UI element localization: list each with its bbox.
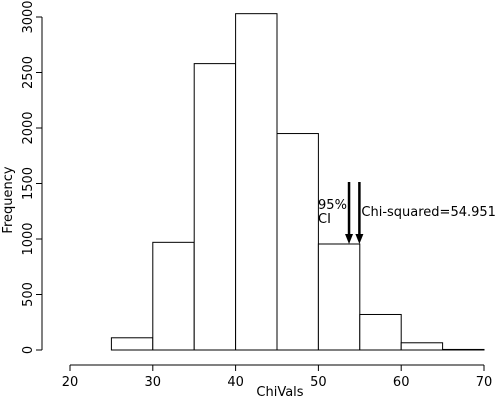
arrow-head bbox=[345, 234, 354, 244]
arrow-head bbox=[355, 234, 364, 244]
annotation-label: CI bbox=[318, 212, 331, 227]
x-tick-label: 70 bbox=[476, 375, 493, 390]
y-tick-label: 0 bbox=[21, 346, 36, 354]
bar bbox=[276, 133, 319, 351]
y-tick-label: 2000 bbox=[21, 111, 36, 144]
x-tick-label: 40 bbox=[227, 375, 244, 390]
x-tick-label: 60 bbox=[393, 375, 410, 390]
x-tick-label: 30 bbox=[145, 375, 162, 390]
bar bbox=[110, 337, 154, 351]
bar bbox=[152, 241, 195, 351]
bar bbox=[442, 348, 485, 351]
y-tick-label: 3000 bbox=[21, 0, 36, 33]
x-axis-label: ChiVals bbox=[256, 385, 303, 400]
y-tick-label: 500 bbox=[21, 282, 36, 307]
bar bbox=[359, 313, 402, 351]
arrow bbox=[355, 182, 364, 244]
annotation-label: Chi-squared=54.951 bbox=[361, 205, 496, 220]
bar bbox=[235, 13, 278, 351]
y-tick-label: 2500 bbox=[21, 56, 36, 89]
x-tick-label: 20 bbox=[62, 375, 79, 390]
bar bbox=[317, 243, 361, 351]
annotation-label: 95% bbox=[318, 198, 347, 213]
x-tick-label: 50 bbox=[310, 375, 327, 390]
y-tick-label: 1000 bbox=[21, 222, 36, 255]
bar bbox=[400, 342, 444, 351]
arrow bbox=[345, 182, 354, 244]
y-tick-label: 1500 bbox=[21, 167, 36, 200]
y-axis-label: Frequency bbox=[1, 166, 16, 233]
bar bbox=[193, 63, 237, 351]
